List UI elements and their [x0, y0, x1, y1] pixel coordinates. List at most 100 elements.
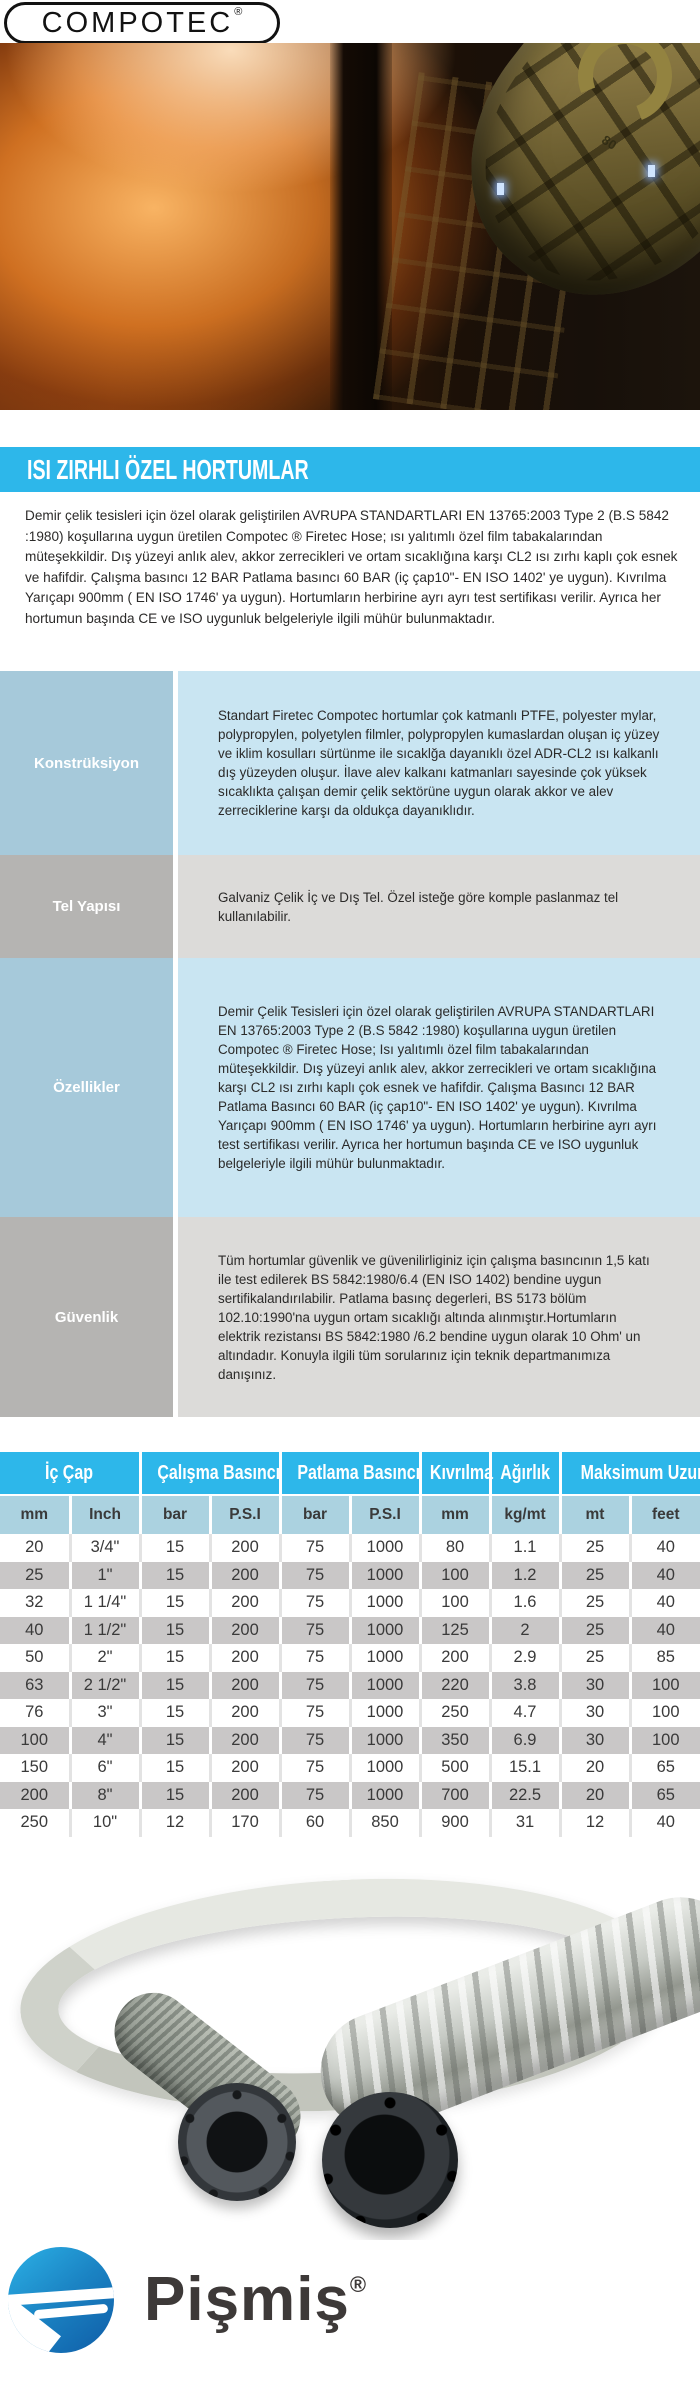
table-cell: 4.7 — [488, 1699, 560, 1727]
table-cell: 350 — [418, 1726, 490, 1754]
table-cell: 20 — [558, 1754, 630, 1782]
table-row: 76 3" 15 200 75 1000 250 4.7 30 100 — [0, 1699, 700, 1727]
spec-text: Galvaniz Çelik İç ve Dış Tel. Özel isteğ… — [178, 855, 700, 958]
table-cell: 3" — [68, 1699, 140, 1727]
table-cell: 40 — [628, 1589, 700, 1617]
table-cell: 75 — [278, 1644, 350, 1672]
table-cell: 250 — [418, 1699, 490, 1727]
table-cell: 200 — [208, 1534, 280, 1562]
table-group-header: Ağırlık — [488, 1452, 560, 1495]
table-cell: 25 — [0, 1561, 70, 1589]
table-row: 100 4" 15 200 75 1000 350 6.9 30 100 — [0, 1726, 700, 1754]
table-cell: 1000 — [348, 1589, 420, 1617]
table-cell: 1000 — [348, 1781, 420, 1809]
table-subheader: feet — [628, 1494, 700, 1534]
top-bar: COMPOTEC ® — [0, 0, 700, 44]
table-cell: 200 — [208, 1781, 280, 1809]
table-cell: 100 — [0, 1726, 70, 1754]
table-cell: 32 — [0, 1589, 70, 1617]
table-cell: 75 — [278, 1561, 350, 1589]
page-title-bar: ISI ZIRHLI ÖZEL HORTUMLAR — [0, 447, 700, 492]
spec-text: Standart Firetec Compotec hortumlar çok … — [178, 671, 700, 855]
table-cell: 31 — [488, 1809, 560, 1837]
table-cell: 700 — [418, 1781, 490, 1809]
spec-text: Tüm hortumlar güvenlik ve güvenilirligin… — [178, 1217, 700, 1417]
table-cell: 40 — [0, 1616, 70, 1644]
table-cell: 10" — [68, 1809, 140, 1837]
table-row: 200 8" 15 200 75 1000 700 22.5 20 65 — [0, 1781, 700, 1809]
spec-sections: Konstrüksiyon Standart Firetec Compotec … — [0, 671, 700, 1417]
table-cell: 200 — [208, 1616, 280, 1644]
table-group-header: Çalışma Basıncı — [138, 1452, 280, 1495]
table-subheader: bar — [278, 1494, 350, 1534]
table-cell: 900 — [418, 1809, 490, 1837]
table-cell: 100 — [628, 1726, 700, 1754]
hose-flange-right — [322, 2092, 458, 2228]
table-cell: 20 — [0, 1534, 70, 1562]
table-cell: 200 — [208, 1671, 280, 1699]
table-cell: 1000 — [348, 1726, 420, 1754]
table-cell: 25 — [558, 1534, 630, 1562]
table-cell: 63 — [0, 1671, 70, 1699]
spec-section-konstruksiyon: Konstrüksiyon Standart Firetec Compotec … — [0, 671, 700, 855]
table-cell: 65 — [628, 1754, 700, 1782]
table-cell: 100 — [418, 1589, 490, 1617]
table-cell: 25 — [558, 1616, 630, 1644]
table-cell: 22.5 — [488, 1781, 560, 1809]
table-cell: 170 — [208, 1809, 280, 1837]
table-cell: 200 — [208, 1561, 280, 1589]
table-cell: 75 — [278, 1534, 350, 1562]
table-cell: 1.6 — [488, 1589, 560, 1617]
table-group-header: Maksimum Uzunluk — [558, 1452, 700, 1495]
table-cell: 25 — [558, 1644, 630, 1672]
table-cell: 1000 — [348, 1754, 420, 1782]
table-cell: 80 — [418, 1534, 490, 1562]
table-cell: 25 — [558, 1561, 630, 1589]
table-cell: 8" — [68, 1781, 140, 1809]
brand-name-text: Pişmiş — [144, 2265, 350, 2334]
table-cell: 2" — [68, 1644, 140, 1672]
table-cell: 250 — [0, 1809, 70, 1837]
table-cell: 30 — [558, 1726, 630, 1754]
brand-footer: Pişmiş® — [8, 2245, 367, 2355]
spec-label: Tel Yapısı — [0, 855, 173, 958]
table-cell: 200 — [208, 1644, 280, 1672]
table-cell: 1 1/4" — [68, 1589, 140, 1617]
table-cell: 200 — [0, 1781, 70, 1809]
table-cell: 15 — [138, 1671, 210, 1699]
table-row: 63 2 1/2" 15 200 75 1000 220 3.8 30 100 — [0, 1671, 700, 1699]
table-cell: 500 — [418, 1754, 490, 1782]
table-cell: 12 — [138, 1809, 210, 1837]
shop-light — [648, 165, 655, 177]
table-cell: 1000 — [348, 1616, 420, 1644]
logo-stripe — [8, 2286, 114, 2307]
table-cell: 85 — [628, 1644, 700, 1672]
table-cell: 76 — [0, 1699, 70, 1727]
table-cell: 12 — [558, 1809, 630, 1837]
table-cell: 6" — [68, 1754, 140, 1782]
table-cell: 200 — [208, 1699, 280, 1727]
table-subheader: P.S.I — [208, 1494, 280, 1534]
table-cell: 4" — [68, 1726, 140, 1754]
table-cell: 75 — [278, 1699, 350, 1727]
table-group-header: Kıvrılma — [418, 1452, 493, 1495]
table-cell: 200 — [208, 1589, 280, 1617]
pismis-logo-icon — [8, 2247, 114, 2353]
table-row: 50 2" 15 200 75 1000 200 2.9 25 85 — [0, 1644, 700, 1672]
spec-section-ozellikler: Özellikler Demir Çelik Tesisleri için öz… — [0, 958, 700, 1217]
table-cell: 25 — [558, 1589, 630, 1617]
table-cell: 200 — [208, 1754, 280, 1782]
table-cell: 850 — [348, 1809, 420, 1837]
table-row: 32 1 1/4" 15 200 75 1000 100 1.6 25 40 — [0, 1589, 700, 1617]
machinery-silhouette — [330, 43, 392, 410]
spec-section-guvenlik: Güvenlik Tüm hortumlar güvenlik ve güven… — [0, 1217, 700, 1417]
table-cell: 1000 — [348, 1561, 420, 1589]
table-cell: 6.9 — [488, 1726, 560, 1754]
table-cell: 40 — [628, 1616, 700, 1644]
foundry-photo: 80 — [0, 43, 700, 410]
table-cell: 15 — [138, 1561, 210, 1589]
logo-stripe — [33, 2303, 109, 2320]
table-row: 40 1 1/2" 15 200 75 1000 125 2 25 40 — [0, 1616, 700, 1644]
table-subheader: mt — [558, 1494, 630, 1534]
table-subheader: mm — [418, 1494, 490, 1534]
